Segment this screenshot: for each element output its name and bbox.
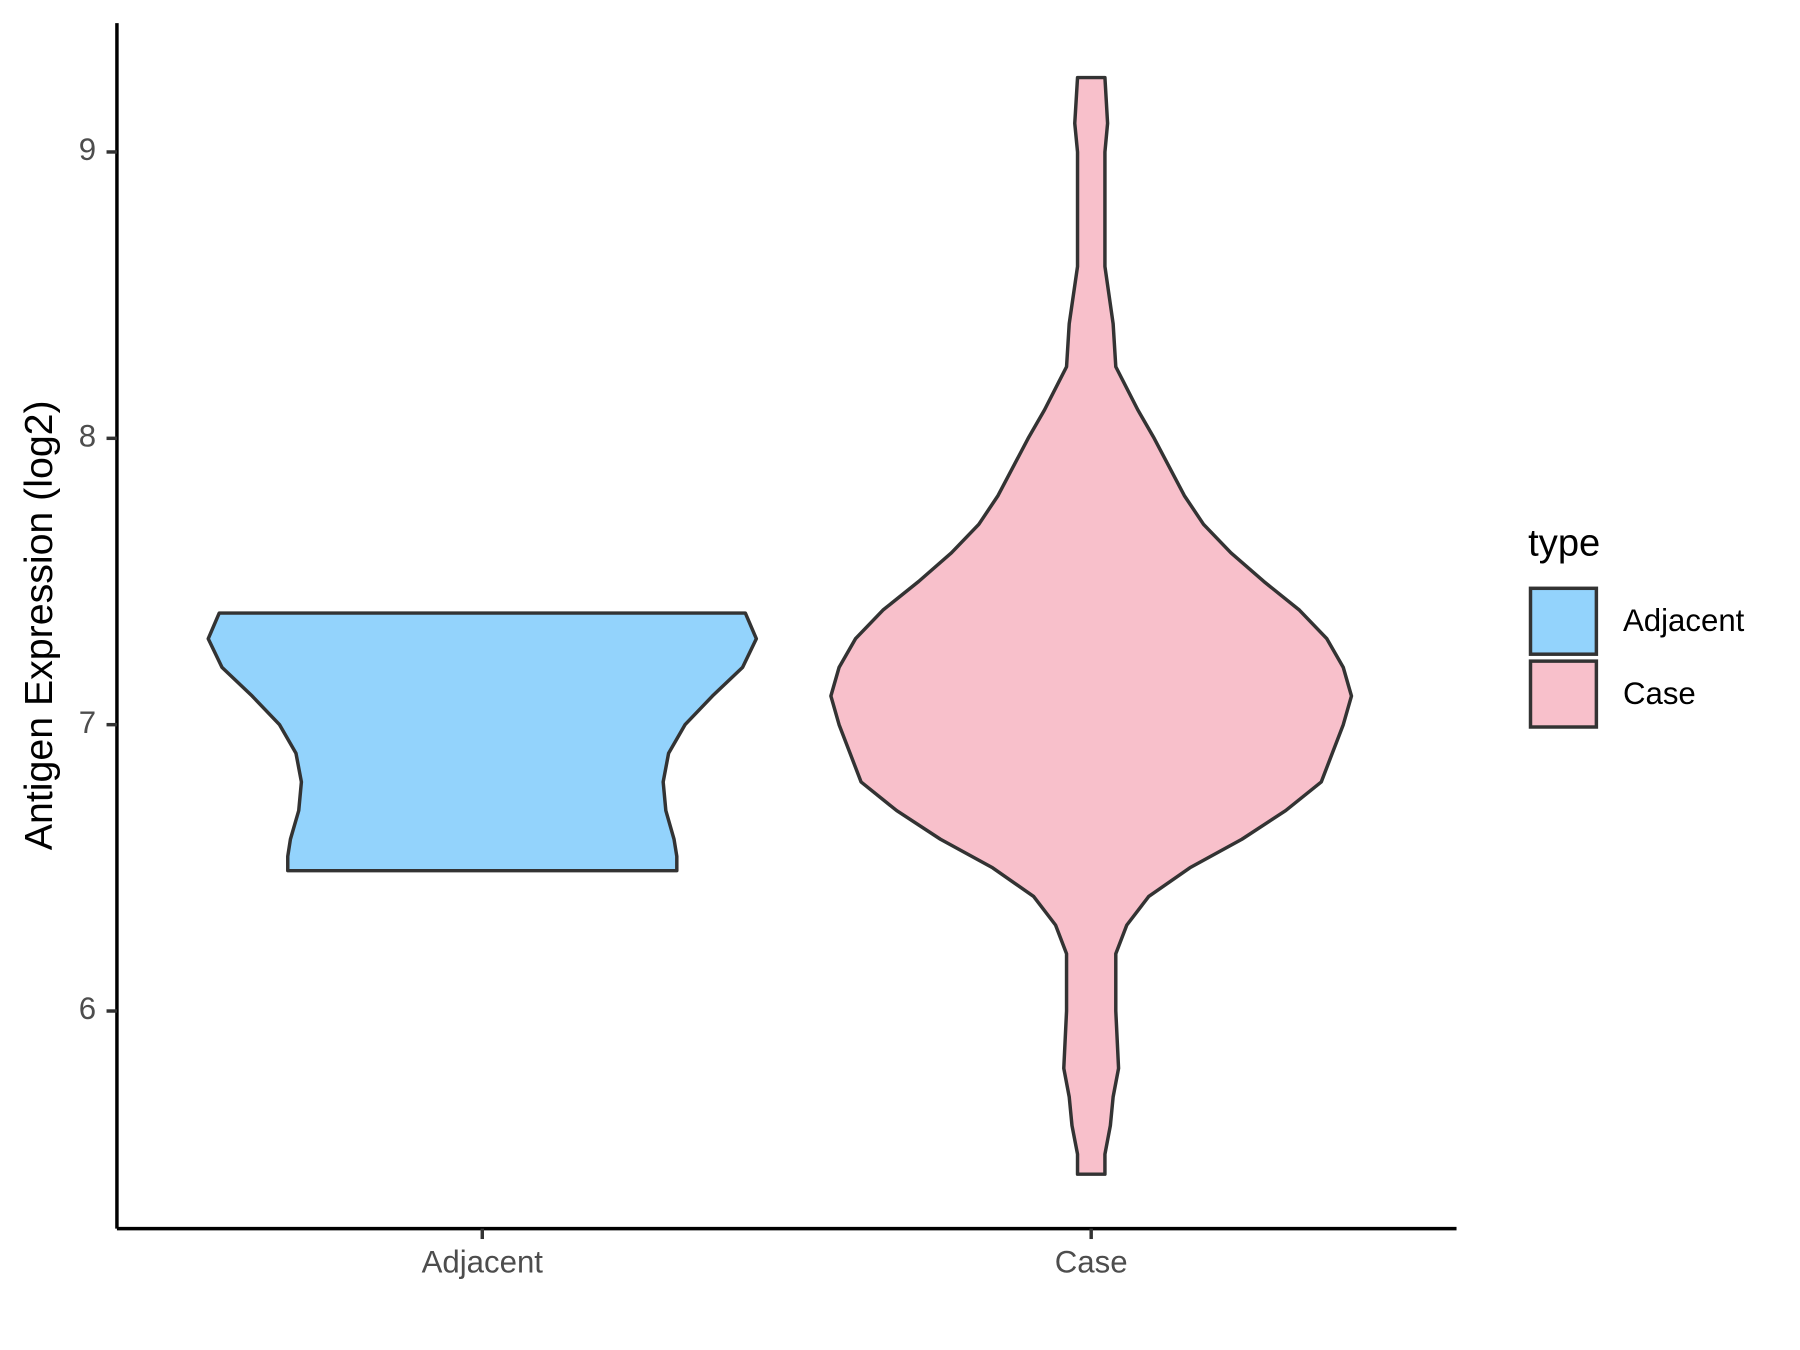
- violin: [206, 611, 759, 873]
- legend-title: type: [1528, 522, 1600, 565]
- x-tick-label: Adjacent: [422, 1245, 544, 1280]
- legend-label: Case: [1623, 676, 1696, 711]
- x-tick-label: Case: [1055, 1245, 1128, 1280]
- y-tick-label: 6: [79, 991, 96, 1026]
- legend-label: Adjacent: [1623, 603, 1745, 638]
- legend-swatch: [1528, 586, 1599, 656]
- y-tick-label: 8: [79, 419, 96, 454]
- y-tick-label: 9: [79, 132, 96, 167]
- violin: [829, 75, 1354, 1176]
- legend-swatch: [1528, 659, 1599, 729]
- y-tick-label: 7: [79, 705, 96, 740]
- y-axis-title: Antigen Expression (log2): [17, 400, 61, 850]
